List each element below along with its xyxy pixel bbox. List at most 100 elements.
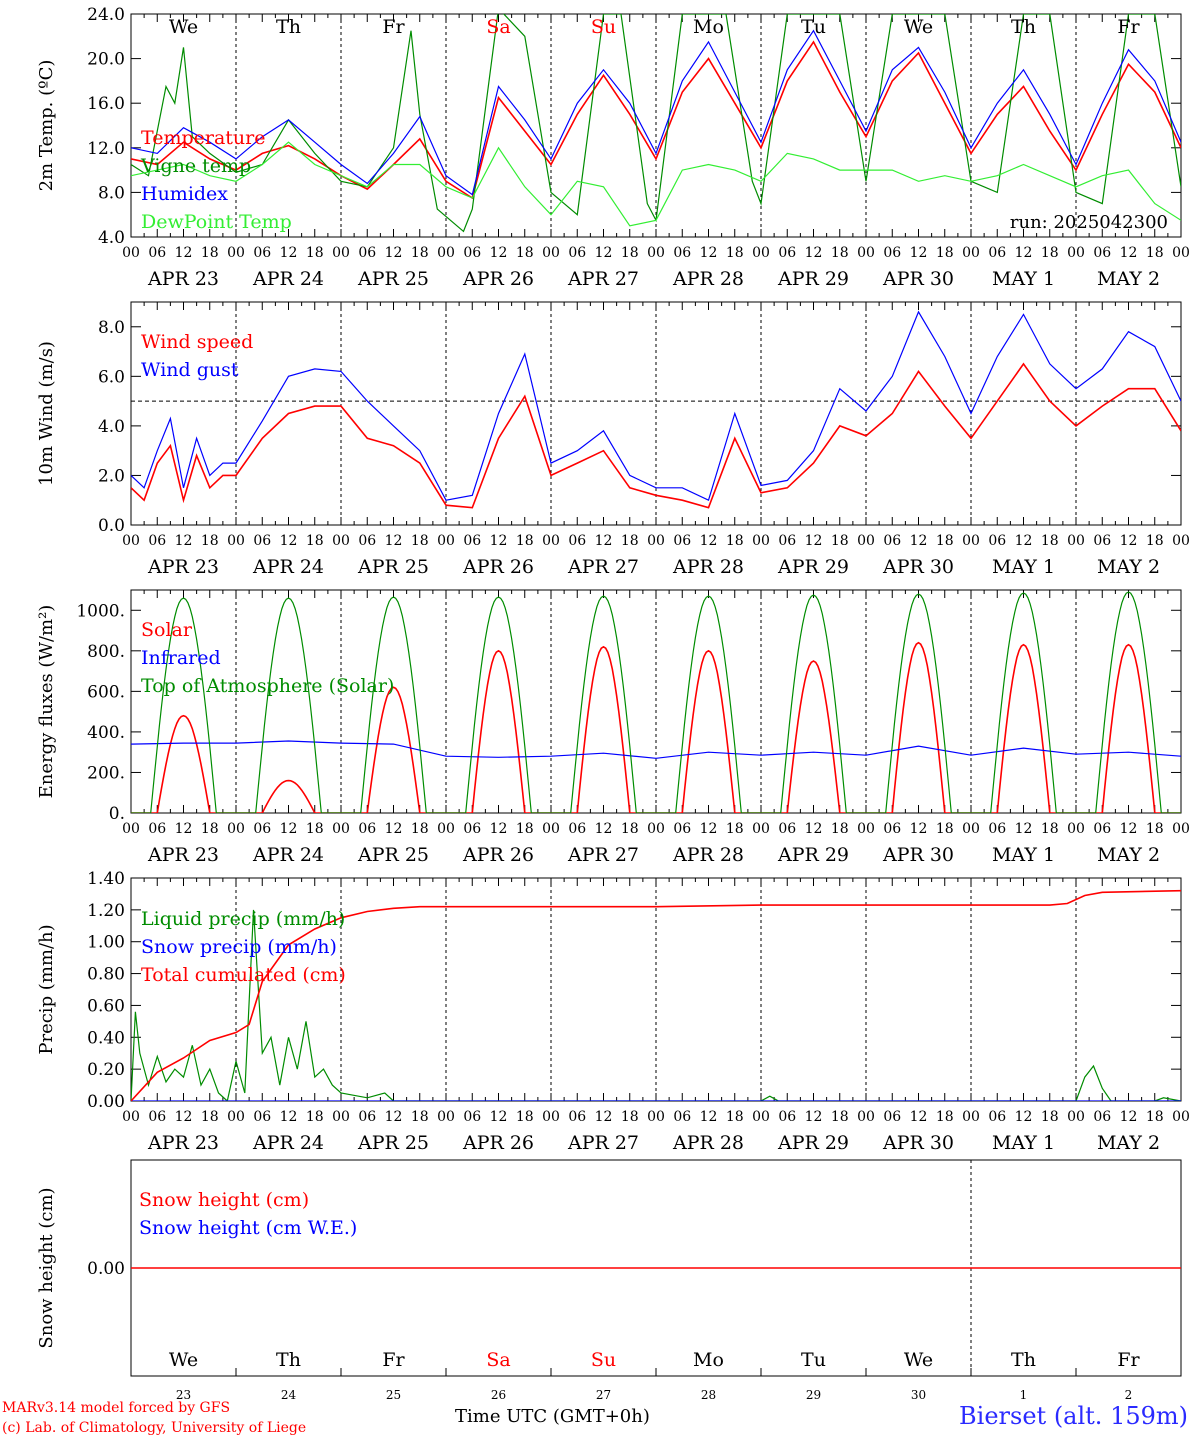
hour-label: 18 xyxy=(726,245,744,261)
series-group xyxy=(131,14,1181,233)
hour-label: 06 xyxy=(463,1109,481,1125)
weekday-label: Tu xyxy=(801,16,826,38)
hour-label: 12 xyxy=(490,533,508,549)
hour-label: 00 xyxy=(227,1109,245,1125)
date-label: APR 28 xyxy=(672,1132,744,1154)
weekday-label: Th xyxy=(1011,16,1036,38)
ytick-label: 0. xyxy=(109,804,125,824)
hour-label: 06 xyxy=(358,821,376,837)
date-label: APR 26 xyxy=(462,1132,534,1154)
hour-label: 12 xyxy=(280,1109,298,1125)
panel-precip: 0.00 0.20 0.40 0.60 0.80 1.00 1.20 1.40 Precip (… xyxy=(36,869,1190,1154)
hour-label: 12 xyxy=(700,821,718,837)
ytick-label: 0.00 xyxy=(87,1092,125,1112)
hour-label: 12 xyxy=(910,821,928,837)
hour-label: 12 xyxy=(1120,821,1138,837)
legend-entry: Wind speed xyxy=(141,331,253,353)
hour-label: 18 xyxy=(831,1109,849,1125)
weekday-label: Th xyxy=(276,16,301,38)
hour-label: 18 xyxy=(516,533,534,549)
hour-label: 18 xyxy=(831,533,849,549)
weekday-label: Sa xyxy=(486,1349,510,1371)
ytick-label: 20.0 xyxy=(87,50,125,70)
hour-label: 18 xyxy=(726,533,744,549)
hour-label: 12 xyxy=(280,245,298,261)
hour-label: 06 xyxy=(463,245,481,261)
hour-label: 06 xyxy=(778,245,796,261)
hour-label: 00 xyxy=(962,821,980,837)
hour-label: 00 xyxy=(1067,1109,1085,1125)
hour-label: 00 xyxy=(1172,533,1190,549)
hour-label: 00 xyxy=(332,245,350,261)
y-axis-label: Snow height (cm) xyxy=(36,1187,57,1348)
lab-credit: (c) Lab. of Climatology, University of L… xyxy=(2,1420,307,1436)
hour-label: 00 xyxy=(122,821,140,837)
ytick-label: 8.0 xyxy=(98,318,125,338)
weekday-label: We xyxy=(904,16,933,38)
ytick-label: 0.60 xyxy=(87,996,125,1016)
date-label: APR 30 xyxy=(882,268,954,290)
date-label: APR 28 xyxy=(672,268,744,290)
hour-label: 06 xyxy=(1093,245,1111,261)
hour-label: 06 xyxy=(358,533,376,549)
date-label: APR 26 xyxy=(462,556,534,578)
series-line-dewpoint-temp xyxy=(131,141,1181,227)
hour-label: 12 xyxy=(175,245,193,261)
hour-label: 18 xyxy=(936,1109,954,1125)
hour-label: 00 xyxy=(647,533,665,549)
date-label: APR 25 xyxy=(357,556,429,578)
ytick-label: 4.0 xyxy=(98,228,125,248)
day-number-label: 26 xyxy=(491,1388,506,1402)
ytick-label: 12.0 xyxy=(87,139,125,159)
hour-label: 18 xyxy=(201,821,219,837)
series-group xyxy=(131,310,1181,509)
hour-label: 18 xyxy=(306,821,324,837)
hour-label: 12 xyxy=(700,1109,718,1125)
series-line-liquid-precip-mm-h- xyxy=(131,909,1181,1101)
model-credit: MARv3.14 model forced by GFS xyxy=(2,1400,231,1416)
weekday-label: We xyxy=(169,1349,198,1371)
date-label: APR 23 xyxy=(147,844,219,866)
hour-label: 12 xyxy=(1015,821,1033,837)
ytick-label: 200. xyxy=(87,763,125,783)
hour-label: 18 xyxy=(1146,533,1164,549)
day-number-label: 2 xyxy=(1125,1388,1133,1402)
date-label: MAY 2 xyxy=(1097,844,1160,866)
hour-label: 06 xyxy=(1093,533,1111,549)
hour-label: 18 xyxy=(306,533,324,549)
hour-label: 00 xyxy=(647,245,665,261)
hour-label: 06 xyxy=(883,245,901,261)
hour-label: 06 xyxy=(148,245,166,261)
date-label: APR 23 xyxy=(147,556,219,578)
hour-label: 18 xyxy=(516,1109,534,1125)
hour-label: 06 xyxy=(778,1109,796,1125)
legend-entry: Snow height (cm W.E.) xyxy=(139,1217,357,1239)
weekday-label: Mo xyxy=(693,1349,724,1371)
hour-label: 12 xyxy=(280,821,298,837)
hour-label: 06 xyxy=(883,821,901,837)
ytick-label: 4.0 xyxy=(98,417,125,437)
y-axis-label: Energy fluxes (W/m²) xyxy=(36,605,57,799)
hour-label: 12 xyxy=(805,1109,823,1125)
hour-label: 00 xyxy=(1172,1109,1190,1125)
hour-label: 12 xyxy=(1120,533,1138,549)
date-label: MAY 1 xyxy=(992,268,1055,290)
weekday-label: Fr xyxy=(1117,16,1140,38)
panel-frame xyxy=(130,589,1182,814)
ytick-label: 1000. xyxy=(76,601,125,621)
hour-label: 12 xyxy=(1120,1109,1138,1125)
series-line-wind-gust xyxy=(131,310,1181,502)
date-label: APR 24 xyxy=(252,1132,324,1154)
panel-temperature: 4.0 8.0 12.0 16.0 20.0 24.0 2m Temp. (ºC) Tempe… xyxy=(36,5,1190,290)
hour-label: 12 xyxy=(175,1109,193,1125)
hour-label: 06 xyxy=(568,821,586,837)
hour-label: 12 xyxy=(1120,245,1138,261)
hour-label: 12 xyxy=(490,245,508,261)
hour-label: 06 xyxy=(778,821,796,837)
hour-label: 06 xyxy=(673,821,691,837)
ytick-label: 2.0 xyxy=(98,466,125,486)
ytick-label: 24.0 xyxy=(87,5,125,25)
day-number-label: 30 xyxy=(911,1388,926,1402)
date-label: APR 30 xyxy=(882,556,954,578)
hour-label: 06 xyxy=(253,533,271,549)
